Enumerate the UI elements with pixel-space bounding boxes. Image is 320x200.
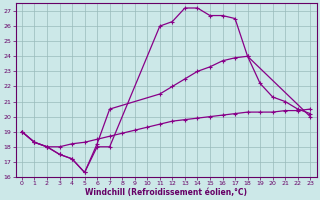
X-axis label: Windchill (Refroidissement éolien,°C): Windchill (Refroidissement éolien,°C) bbox=[85, 188, 247, 197]
